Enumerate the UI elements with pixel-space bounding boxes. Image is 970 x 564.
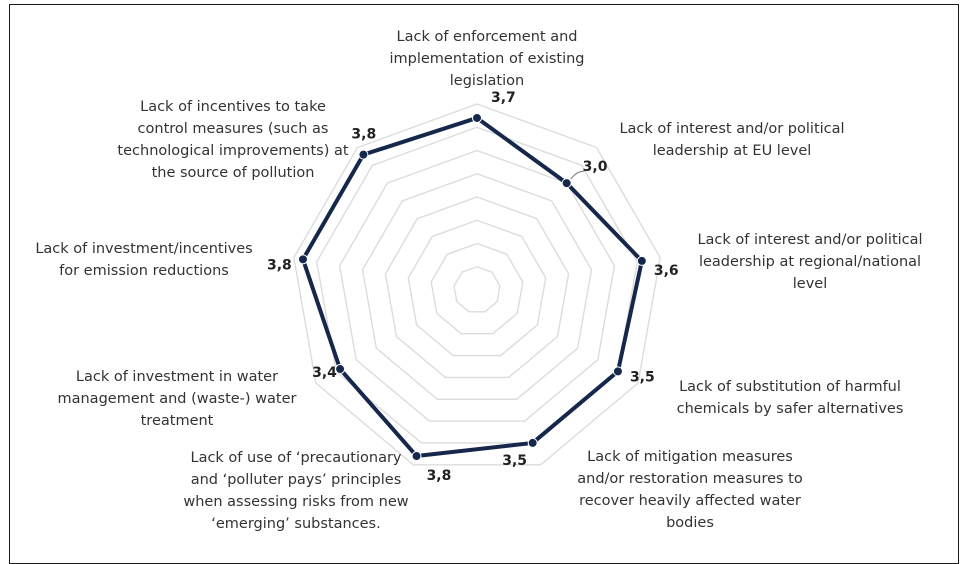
- category-label: Lack of interest and/or political leaders…: [697, 232, 922, 292]
- category-label: Lack of interest and/or political leaders…: [619, 121, 844, 159]
- category-label: Lack of substitution of harmful chemicals…: [677, 379, 904, 417]
- value-label: 3,5: [630, 369, 655, 385]
- data-point: [335, 364, 346, 375]
- value-label: 3,8: [267, 257, 292, 273]
- data-series-line: [300, 115, 644, 459]
- category-label: Lack of incentives to take control measur…: [117, 99, 348, 181]
- data-point: [636, 255, 647, 266]
- category-label: Lack of investment/incentives for emissio…: [35, 241, 252, 279]
- value-label: 3,0: [583, 159, 608, 175]
- category-label: Lack of use of ‘precautionary and ‘pollut…: [183, 450, 408, 532]
- radar-chart: 3,7 3,0 3,6 3,5 3,5 3,8 3,4 3,8 3,8 Lack of enfor…: [35, 29, 922, 532]
- value-label: 3,7: [491, 90, 516, 106]
- grid-ring: [430, 242, 524, 335]
- grid-ring: [407, 219, 547, 357]
- data-point: [411, 451, 422, 462]
- value-label: 3,8: [351, 127, 376, 143]
- data-point: [612, 366, 623, 377]
- grid-ring: [293, 103, 661, 466]
- data-point: [561, 178, 572, 189]
- grid-ring: [453, 266, 501, 313]
- data-point: [297, 254, 308, 265]
- value-label: 3,8: [427, 468, 452, 484]
- category-label: Lack of enforcement and implementation of…: [389, 29, 584, 89]
- grid-ring: [315, 126, 639, 444]
- data-point: [472, 112, 482, 123]
- value-label: 3,6: [654, 263, 679, 279]
- grid-ring: [361, 173, 593, 400]
- chart-frame: [9, 4, 959, 564]
- category-label: Lack of investment in water management an…: [57, 369, 296, 429]
- data-point: [358, 149, 369, 160]
- grid-ring: [384, 196, 570, 379]
- grid-ring: [338, 149, 616, 422]
- value-leader-line: [570, 170, 585, 180]
- data-point: [527, 437, 538, 448]
- value-label: 3,5: [502, 453, 527, 469]
- category-label: Lack of mitigation measures and/or restor…: [577, 449, 803, 531]
- value-label: 3,4: [312, 365, 337, 381]
